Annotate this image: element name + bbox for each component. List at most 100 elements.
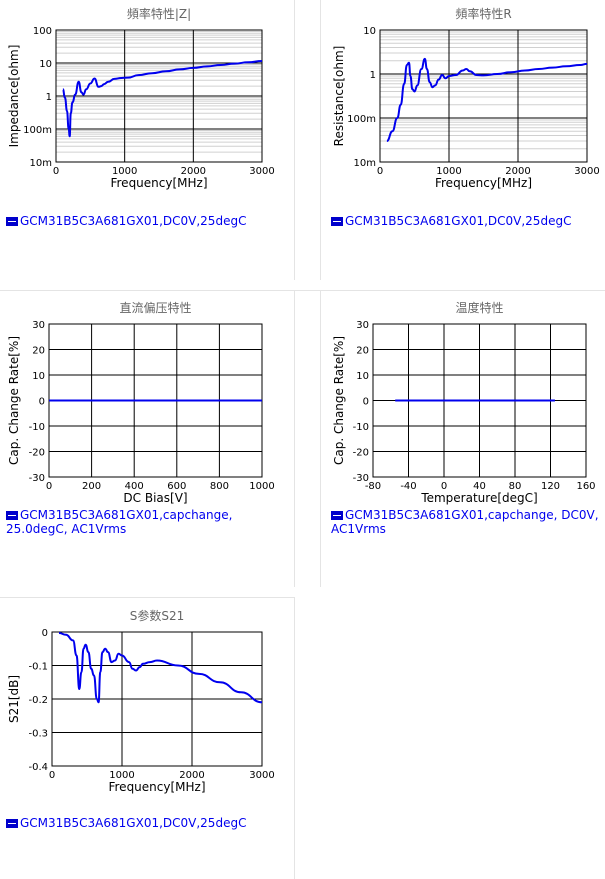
plot-frame: [379, 29, 588, 163]
divider-v-mid-right: [320, 290, 321, 587]
legend-label: GCM31B5C3A681GX01,DC0V,25degC: [20, 816, 247, 830]
y-tick-label: -0.3: [28, 729, 48, 740]
x-tick-label: 1000: [109, 770, 134, 781]
chart-title: 頻率特性R: [455, 6, 511, 21]
y-tick-label: 1: [46, 92, 52, 103]
y-tick-label: 10: [363, 26, 376, 37]
y-tick-label: 10: [32, 371, 45, 382]
chart-title: S参数S21: [130, 608, 185, 623]
x-tick-label: 0: [46, 481, 52, 492]
legend-swatch-icon: [6, 511, 18, 520]
series-line: [386, 57, 588, 142]
x-axis-label: Frequency[MHz]: [435, 176, 532, 190]
divider-v-bottom: [294, 597, 295, 879]
x-tick-label: 0: [377, 166, 383, 177]
legend[interactable]: GCM31B5C3A681GX01,DC0V,25degC: [331, 214, 601, 228]
x-tick-label: 40: [473, 481, 486, 492]
chart-panel-s21: S参数S21 -0.4 -0.3 -0.2 -0.1 0 0 1000 2000 3000 Freq…: [0, 602, 294, 879]
x-axis-label: Frequency[MHz]: [108, 780, 205, 794]
x-tick-label: 2000: [505, 166, 530, 177]
y-tick-label: 30: [32, 320, 45, 331]
series-line: [58, 632, 263, 704]
plot-frame: [51, 631, 263, 767]
x-tick-label: -40: [400, 481, 416, 492]
y-tick-label: 100m: [23, 125, 52, 136]
chart-panel-dc-bias: 直流偏压特性 -30 -20 -10 0 10 20 30 0 200 400 600 800 1000 D…: [0, 294, 294, 587]
y-tick-label: -30: [29, 473, 45, 484]
chart-title: 頻率特性|Z|: [127, 6, 191, 21]
legend[interactable]: GCM31B5C3A681GX01,DC0V,25degC: [6, 816, 276, 830]
x-axis-label: Temperature[degC]: [420, 491, 537, 505]
legend[interactable]: GCM31B5C3A681GX01,capchange, DC0V, AC1Vr…: [331, 508, 601, 536]
y-tick-label: 30: [356, 320, 369, 331]
y-tick-label: 0: [363, 397, 369, 408]
divider-h-row2: [0, 597, 295, 598]
y-tick-label: 10m: [30, 158, 52, 169]
y-tick-label: 1: [370, 70, 376, 81]
x-axis-label: DC Bias[V]: [123, 491, 187, 505]
y-tick-label: -20: [29, 448, 45, 459]
y-tick-label: 0: [39, 397, 45, 408]
x-tick-label: 1000: [436, 166, 461, 177]
x-tick-label: 400: [125, 481, 144, 492]
chart-title: 温度特性: [455, 300, 503, 315]
x-tick-label: 120: [541, 481, 560, 492]
x-tick-label: 2000: [179, 770, 204, 781]
x-tick-label: 1000: [112, 166, 137, 177]
x-tick-label: 600: [167, 481, 186, 492]
x-axis-label: Frequency[MHz]: [110, 176, 207, 190]
y-tick-label: 20: [32, 346, 45, 357]
y-tick-label: 100: [33, 26, 52, 37]
y-tick-label: 10m: [354, 158, 376, 169]
x-tick-label: 0: [441, 481, 447, 492]
x-tick-label: 1000: [249, 481, 274, 492]
x-tick-label: 80: [509, 481, 522, 492]
x-tick-label: 2000: [181, 166, 206, 177]
divider-v-top: [294, 0, 295, 280]
x-tick-label: 160: [576, 481, 595, 492]
chart-svg: 直流偏压特性 -30 -20 -10 0 10 20 30 0 200 400 600 800 1000 D…: [7, 300, 275, 505]
y-tick-label: -0.2: [28, 695, 48, 706]
legend-swatch-icon: [331, 217, 343, 226]
y-tick-label: -10: [353, 422, 369, 433]
legend-swatch-icon: [6, 819, 18, 828]
legend[interactable]: GCM31B5C3A681GX01,DC0V,25degC: [6, 214, 276, 228]
plot-frame: [372, 323, 587, 478]
legend-label: GCM31B5C3A681GX01,capchange, 25.0degC, A…: [6, 508, 233, 536]
y-axis-label: Cap. Change Rate[%]: [332, 336, 346, 465]
y-tick-label: 20: [356, 346, 369, 357]
y-axis-label: Impedance[ohm]: [7, 45, 21, 148]
y-tick-label: 10: [39, 59, 52, 70]
x-tick-label: 3000: [574, 166, 599, 177]
chart-panel-impedance: 頻率特性|Z| 10m 100m 1 10 100 0 1000 2000 3000 Frequen…: [0, 0, 294, 280]
y-tick-label: -10: [29, 422, 45, 433]
y-tick-label: 100m: [347, 114, 376, 125]
x-tick-label: 0: [49, 770, 55, 781]
chart-svg: S参数S21 -0.4 -0.3 -0.2 -0.1 0 0 1000 2000 3000 Freq…: [7, 608, 275, 794]
legend-label: GCM31B5C3A681GX01,DC0V,25degC: [20, 214, 247, 228]
x-tick-label: 3000: [249, 770, 274, 781]
y-tick-label: -0.1: [28, 662, 48, 673]
series-line: [61, 60, 263, 138]
plot-frame: [55, 29, 263, 163]
divider-h-row1: [0, 290, 605, 291]
y-axis-label: Cap. Change Rate[%]: [7, 336, 21, 465]
chart-title: 直流偏压特性: [119, 300, 191, 315]
legend[interactable]: GCM31B5C3A681GX01,capchange, 25.0degC, A…: [6, 508, 276, 536]
chart-panel-temperature: 温度特性 -30 -20 -10 0 10 20 30 -80 -40 0 40 80 120 160 Tem…: [325, 294, 605, 587]
y-axis-label: Resistance[ohm]: [332, 46, 346, 147]
x-tick-label: -80: [365, 481, 381, 492]
x-tick-label: 0: [53, 166, 59, 177]
y-axis-label: S21[dB]: [7, 675, 21, 723]
divider-v-top-right: [320, 0, 321, 280]
legend-label: GCM31B5C3A681GX01,capchange, DC0V, AC1Vr…: [331, 508, 599, 536]
chart-panel-resistance: 頻率特性R 10m 100m 1 10 0 1000 2000 3000 Frequency[MH…: [325, 0, 605, 280]
legend-label: GCM31B5C3A681GX01,DC0V,25degC: [345, 214, 572, 228]
legend-swatch-icon: [331, 511, 343, 520]
y-tick-label: -30: [353, 473, 369, 484]
y-tick-label: 0: [42, 628, 48, 639]
chart-svg: 温度特性 -30 -20 -10 0 10 20 30 -80 -40 0 40 80 120 160 Tem…: [332, 300, 596, 505]
y-tick-label: 10: [356, 371, 369, 382]
chart-svg: 頻率特性R 10m 100m 1 10 0 1000 2000 3000 Frequency[MH…: [332, 6, 600, 190]
